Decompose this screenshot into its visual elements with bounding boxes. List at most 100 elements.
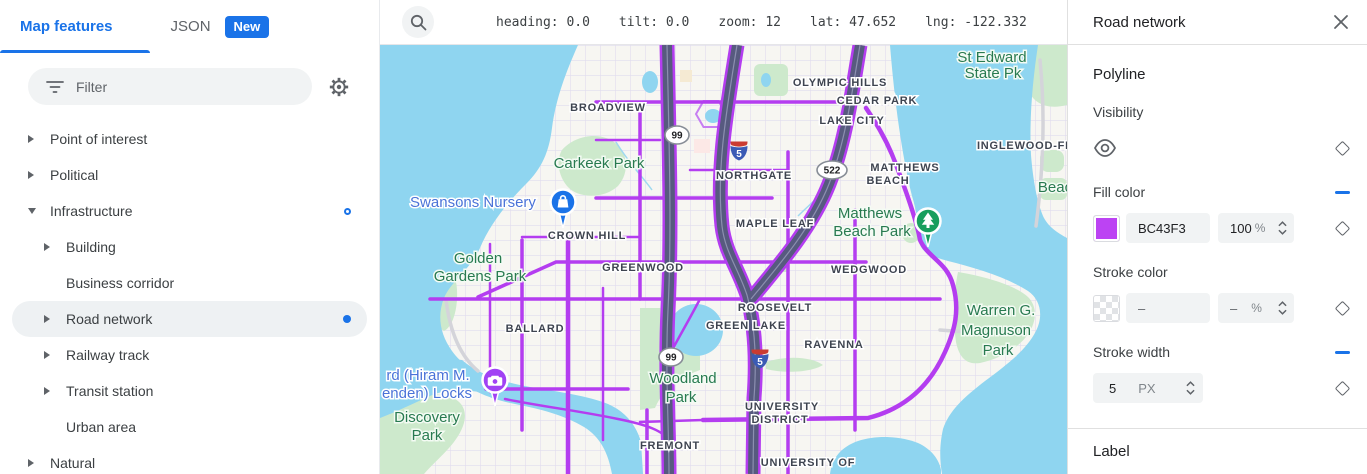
camera-marker[interactable] bbox=[481, 366, 509, 407]
stroke-width-field[interactable]: 5 PX bbox=[1093, 373, 1203, 403]
search-button[interactable] bbox=[402, 6, 434, 38]
map-label-park: Matthews bbox=[838, 205, 902, 222]
sidebar-item-road-network[interactable]: Road network bbox=[12, 301, 367, 337]
map-area: heading: 0.0 tilt: 0.0 zoom: 12 lat: 47.652… bbox=[380, 0, 1067, 474]
close-icon bbox=[1334, 15, 1348, 29]
active-tab-underline bbox=[0, 50, 150, 53]
styled-indicator-dot bbox=[343, 315, 351, 323]
tree-item-label: Transit station bbox=[66, 383, 154, 399]
map-canvas[interactable]: 99 99 522 5 5 BROADVIEW OLYMPIC HILLS CEDAR PA… bbox=[380, 45, 1067, 474]
stroke-opacity-field[interactable]: –% bbox=[1218, 293, 1294, 323]
chevron-down-icon bbox=[1186, 389, 1195, 395]
sidebar-item-railway-track[interactable]: Railway track bbox=[12, 337, 367, 373]
map-markers bbox=[481, 188, 942, 407]
map-label-hood: CROWN HILL bbox=[548, 230, 626, 242]
map-label-hood: RAVENNA bbox=[804, 339, 863, 351]
map-label-poi: rd (Hiram M. bbox=[386, 367, 469, 384]
map-topbar: heading: 0.0 tilt: 0.0 zoom: 12 lat: 47.652… bbox=[380, 0, 1067, 45]
map-label-hood: GREENWOOD bbox=[602, 262, 684, 274]
expand-arrow-icon[interactable] bbox=[44, 315, 66, 323]
visibility-inherit-diamond-icon[interactable] bbox=[1334, 140, 1351, 156]
panel-title: Road network bbox=[1093, 13, 1186, 31]
expand-arrow-icon[interactable] bbox=[28, 135, 50, 143]
fill-color-inherit-diamond-icon[interactable] bbox=[1334, 220, 1351, 236]
expand-arrow-icon[interactable] bbox=[28, 171, 50, 179]
highway-shields: 99 99 522 5 5 bbox=[658, 125, 848, 369]
expand-arrow-icon[interactable] bbox=[44, 243, 66, 251]
fill-color-label: Fill color bbox=[1093, 184, 1146, 200]
filter-field[interactable] bbox=[28, 68, 312, 105]
tree-marker[interactable] bbox=[914, 207, 942, 248]
sidebar-item-urban-area[interactable]: Urban area bbox=[12, 409, 367, 445]
settings-button[interactable] bbox=[328, 76, 350, 98]
stroke-color-label: Stroke color bbox=[1093, 264, 1168, 280]
chevron-up-icon bbox=[1278, 221, 1287, 227]
stroke-width-modified-indicator[interactable] bbox=[1335, 350, 1350, 354]
map-water bbox=[380, 45, 1067, 474]
expand-arrow-icon[interactable] bbox=[44, 351, 66, 359]
gear-icon bbox=[329, 77, 349, 96]
map-label-park: Discovery bbox=[394, 409, 460, 426]
sidebar-item-point-of-interest[interactable]: Point of interest bbox=[12, 121, 367, 157]
expand-arrow-icon[interactable] bbox=[28, 208, 50, 214]
map-label-park: Park bbox=[666, 389, 697, 406]
stroke-width-inherit-diamond-icon[interactable] bbox=[1334, 380, 1351, 396]
stroke-color-swatch[interactable] bbox=[1093, 294, 1120, 322]
fill-color-swatch[interactable] bbox=[1093, 214, 1120, 242]
fill-opacity-stepper[interactable] bbox=[1278, 221, 1287, 235]
map-label-hood: CEDAR PARK bbox=[837, 95, 918, 107]
map-viewport[interactable]: 99 99 522 5 5 BROADVIEW OLYMPIC HILLS CEDAR PA… bbox=[380, 45, 1067, 474]
stroke-opacity-stepper[interactable] bbox=[1278, 301, 1287, 315]
shopping-bag-icon bbox=[557, 194, 569, 208]
map-label-hood: OLYMPIC HILLS bbox=[793, 77, 887, 89]
sidebar-item-natural[interactable]: Natural bbox=[12, 445, 367, 474]
shopping-bag-marker[interactable] bbox=[549, 188, 577, 229]
map-label-hood: LAKE CITY bbox=[819, 115, 884, 127]
visibility-toggle[interactable] bbox=[1093, 137, 1117, 159]
feature-tree: Point of interest Political Infrastructure… bbox=[0, 121, 379, 474]
tree-item-label: Road network bbox=[66, 311, 153, 327]
tree-item-label: Point of interest bbox=[50, 131, 148, 147]
map-label-hood: INGLEWOOD-FI bbox=[977, 140, 1067, 152]
sidebar-item-political[interactable]: Political bbox=[12, 157, 367, 193]
label-heading: Label bbox=[1093, 443, 1130, 460]
map-label-park: St Edward bbox=[957, 49, 1026, 66]
expand-arrow-icon[interactable] bbox=[44, 387, 66, 395]
fill-color-modified-indicator[interactable] bbox=[1335, 190, 1350, 194]
stroke-color-inherit-diamond-icon[interactable] bbox=[1334, 300, 1351, 316]
map-label-hood: ROOSEVELT bbox=[738, 302, 812, 314]
map-label-park: Park bbox=[412, 427, 443, 444]
readout-lng: lng: -122.332 bbox=[925, 14, 1027, 30]
sidebar-item-infrastructure[interactable]: Infrastructure bbox=[12, 193, 367, 229]
sidebar-item-transit-station[interactable]: Transit station bbox=[12, 373, 367, 409]
panel-close-button[interactable] bbox=[1333, 14, 1349, 30]
map-label-park: Carkeek Park bbox=[554, 155, 645, 172]
tree-item-label: Business corridor bbox=[66, 275, 175, 291]
filter-input[interactable] bbox=[76, 78, 276, 95]
visibility-label: Visibility bbox=[1093, 104, 1144, 120]
map-label-hood: UNIVERSITY bbox=[745, 401, 819, 413]
map-label-hood: BROADVIEW bbox=[570, 102, 646, 114]
map-label-hood: BALLARD bbox=[506, 323, 565, 335]
camera-readout: heading: 0.0 tilt: 0.0 zoom: 12 lat: 47.652… bbox=[496, 15, 1027, 30]
tree-icon bbox=[921, 212, 935, 228]
map-label-hood: MAPLE LEAF bbox=[736, 218, 814, 230]
stroke-width-stepper[interactable] bbox=[1186, 381, 1195, 395]
tab-map-features[interactable]: Map features bbox=[20, 18, 113, 35]
tab-json[interactable]: JSON bbox=[170, 18, 211, 35]
map-label-hood: UNIVERSITY OF bbox=[761, 457, 856, 469]
sidebar-item-business-corridor[interactable]: Business corridor bbox=[12, 265, 367, 301]
chevron-up-icon bbox=[1186, 381, 1195, 387]
map-label-poi: enden) Locks bbox=[382, 385, 472, 402]
stroke-color-hex-field[interactable]: – bbox=[1126, 293, 1210, 323]
map-label-park: Beach Park bbox=[833, 223, 911, 240]
expand-arrow-icon[interactable] bbox=[28, 459, 50, 467]
tree-item-label: Natural bbox=[50, 455, 96, 471]
panel-divider bbox=[1068, 428, 1367, 429]
fill-color-hex-field[interactable]: BC43F3 bbox=[1126, 213, 1210, 243]
sidebar-item-building[interactable]: Building bbox=[12, 229, 367, 265]
stroke-width-label: Stroke width bbox=[1093, 344, 1171, 360]
style-panel: Road network Polyline Visibility bbox=[1067, 0, 1367, 474]
fill-opacity-field[interactable]: 100% bbox=[1218, 213, 1294, 243]
